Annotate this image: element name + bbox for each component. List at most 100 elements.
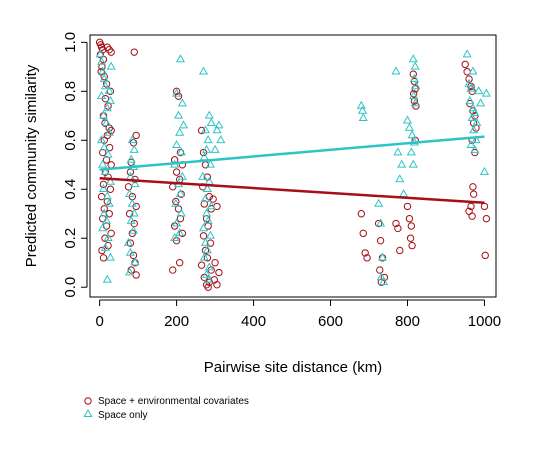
x-tick-label: 400 <box>241 313 266 330</box>
data-point-triangle <box>105 176 115 185</box>
data-point-circle <box>98 63 106 71</box>
series-space-only <box>95 49 491 286</box>
data-point-triangle <box>177 98 187 107</box>
data-point-triangle <box>356 100 366 109</box>
data-point-circle <box>104 102 112 110</box>
data-point-triangle <box>99 73 109 82</box>
data-point-circle <box>202 214 211 223</box>
data-point-triangle <box>202 144 212 153</box>
data-point-circle <box>101 119 109 127</box>
data-point-circle <box>394 224 402 233</box>
data-point-triangle <box>199 152 209 161</box>
data-point-triangle <box>177 171 187 180</box>
data-point-triangle <box>200 125 211 134</box>
data-point-triangle <box>96 91 107 100</box>
data-point-triangle <box>393 147 403 156</box>
data-point-triangle <box>123 237 134 246</box>
data-point-triangle <box>103 149 113 158</box>
data-point-circle <box>104 173 112 181</box>
data-point-triangle <box>98 223 108 232</box>
data-point-triangle <box>407 130 417 139</box>
trend-line-space-only <box>99 135 485 171</box>
data-point-circle <box>405 214 414 223</box>
data-point-circle <box>200 200 208 208</box>
data-point-triangle <box>379 277 389 286</box>
data-point-circle <box>176 214 185 223</box>
data-point-triangle <box>395 174 405 183</box>
x-tick-label: 800 <box>395 313 420 330</box>
data-point-triangle <box>374 198 384 207</box>
data-point-circle <box>172 87 181 96</box>
data-point-circle <box>175 259 184 267</box>
data-point-triangle <box>199 252 209 261</box>
data-point-triangle <box>98 110 109 119</box>
data-point-triangle <box>175 54 185 63</box>
data-point-triangle <box>216 135 226 144</box>
data-point-circle <box>409 90 418 98</box>
data-point-triangle <box>171 198 181 207</box>
data-point-triangle <box>462 49 472 58</box>
data-point-triangle <box>479 166 490 175</box>
data-point-triangle <box>358 113 368 122</box>
data-point-triangle <box>101 215 112 224</box>
data-point-circle <box>102 156 111 164</box>
plot-layer <box>95 38 491 291</box>
data-point-triangle <box>125 267 135 276</box>
x-axis: 0 200 400 600 800 1000 <box>95 299 501 330</box>
data-point-triangle <box>210 144 220 153</box>
data-point-triangle <box>128 225 139 234</box>
data-point-circle <box>172 197 180 206</box>
data-point-circle <box>178 229 187 238</box>
data-point-circle <box>359 229 367 238</box>
data-point-triangle <box>467 113 477 122</box>
data-point-triangle <box>129 144 139 153</box>
data-point-triangle <box>175 228 185 237</box>
data-point-circle <box>407 222 416 230</box>
data-point-triangle <box>481 88 491 97</box>
data-point-triangle <box>130 179 140 188</box>
data-point-triangle <box>96 135 107 144</box>
data-point-triangle <box>176 208 186 217</box>
data-point-triangle <box>204 262 214 271</box>
data-point-circle <box>99 254 108 262</box>
data-point-circle <box>127 266 135 274</box>
data-point-circle <box>107 48 115 56</box>
y-tick-label: 0.8 <box>62 81 79 102</box>
data-point-triangle <box>377 252 388 261</box>
data-point-circle <box>376 266 384 274</box>
data-point-triangle <box>404 122 414 131</box>
legend-label-space-env: Space + environmental covariates <box>98 396 249 407</box>
data-point-triangle <box>468 66 478 75</box>
legend-item-space-only: Space only <box>83 408 147 421</box>
x-tick-label: 0 <box>95 313 103 330</box>
data-point-triangle <box>102 191 112 200</box>
data-point-triangle <box>105 252 115 261</box>
data-point-triangle <box>126 154 136 163</box>
data-point-triangle <box>214 120 224 129</box>
data-point-triangle <box>95 49 105 58</box>
data-point-circle <box>106 185 115 193</box>
data-point-triangle <box>204 110 214 119</box>
data-point-circle <box>172 168 181 176</box>
data-point-triangle <box>130 257 140 266</box>
data-point-circle <box>408 241 416 250</box>
data-point-triangle <box>202 208 212 217</box>
data-point-triangle <box>408 159 418 168</box>
data-point-triangle <box>172 218 182 227</box>
data-point-triangle <box>104 127 114 136</box>
data-point-circle <box>98 148 107 157</box>
data-point-triangle <box>212 125 222 134</box>
data-point-triangle <box>104 86 114 95</box>
data-point-triangle <box>178 120 189 129</box>
data-point-triangle <box>202 245 212 254</box>
data-point-triangle <box>204 176 214 185</box>
data-point-circle <box>132 131 140 140</box>
data-point-triangle <box>466 83 476 92</box>
legend-marker-triangle <box>83 408 93 417</box>
data-point-triangle <box>170 233 180 242</box>
data-point-circle <box>469 183 477 191</box>
data-point-circle <box>174 205 183 213</box>
data-point-triangle <box>391 66 401 75</box>
data-point-triangle <box>200 237 211 246</box>
data-point-circle <box>105 124 113 132</box>
